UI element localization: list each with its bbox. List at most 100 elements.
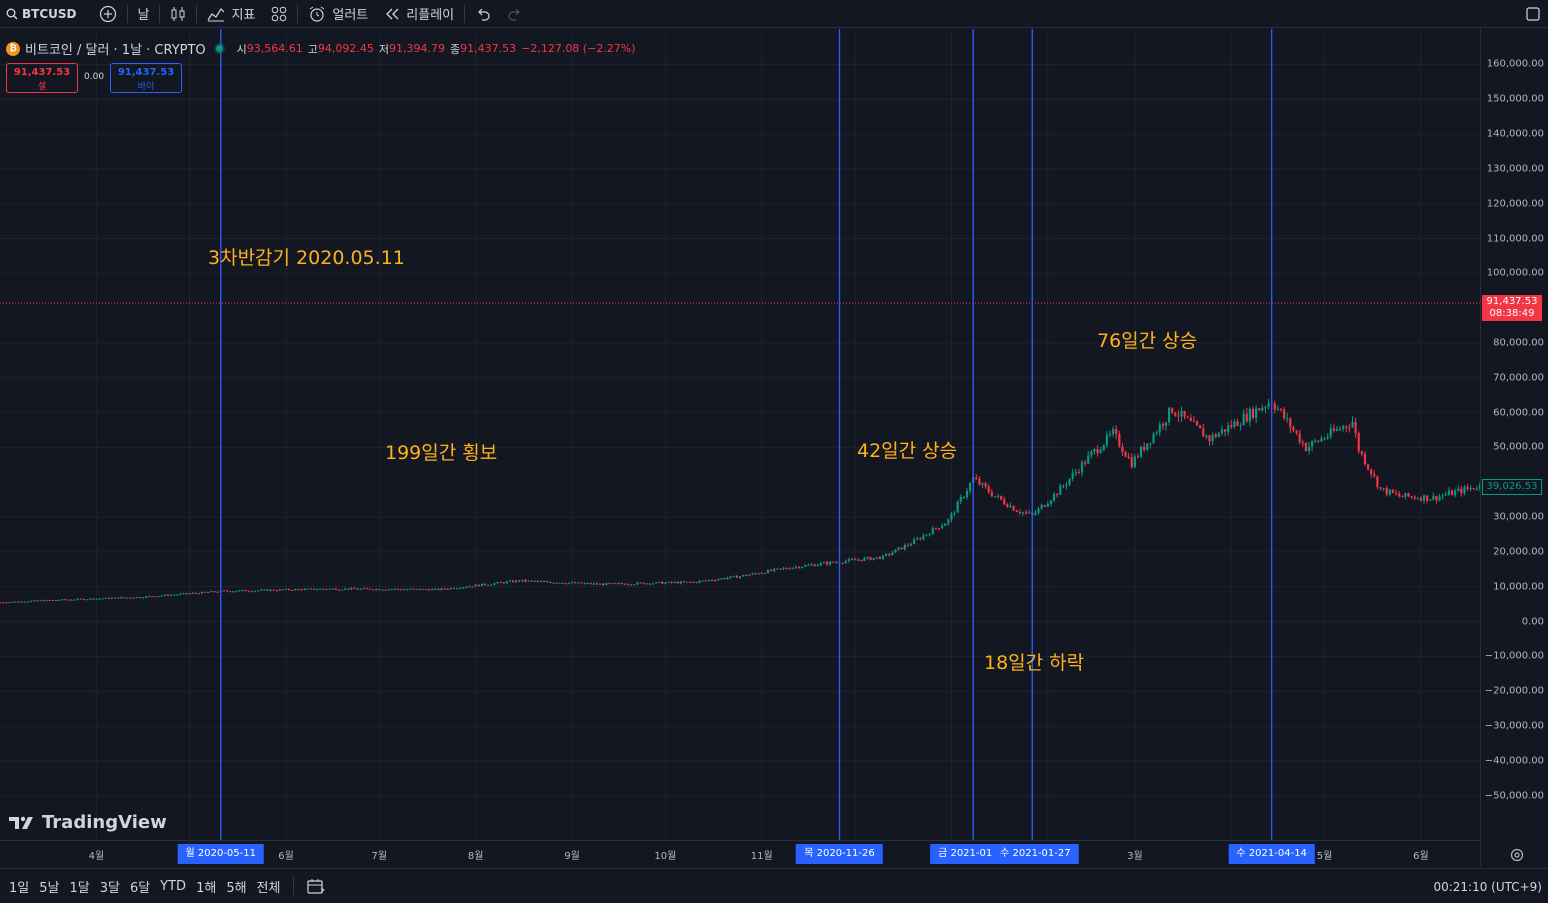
fall-18-days-annotation[interactable]: 18일간 하락 [984,652,1085,674]
redo-icon [507,7,523,21]
candle-body [30,600,33,602]
time-marker-badge: 목 2020-11-26 [796,844,883,864]
candle-body [1127,456,1130,458]
buy-label: 바이 [137,82,155,92]
candle-body [471,586,474,588]
range-5y-button[interactable]: 5해 [226,880,247,896]
candle-body [773,568,776,571]
candle-body [546,581,549,583]
candle-body [580,582,583,584]
replay-button[interactable]: 리플레이 [376,0,462,28]
candle-body [791,567,794,569]
alerts-button[interactable]: 얼러트 [300,0,376,28]
candle-body [847,559,850,562]
search-icon [6,8,18,20]
range-5d-button[interactable]: 5날 [39,880,60,896]
time-tick-label: 6월 [1413,851,1429,862]
candle-body [965,490,969,497]
sell-button[interactable]: 91,437.53 셀 [6,63,78,93]
rise-76-days-annotation[interactable]: 76일간 상승 [1097,330,1198,352]
candle-body [1398,493,1401,497]
candle-body [686,581,689,583]
candle-body [937,528,941,530]
candle-body [1136,456,1140,458]
candle-body [841,562,844,564]
candle-body [1264,407,1267,409]
candle-body [1096,449,1099,454]
candle-body [33,600,36,602]
interval-label: 날 [137,8,150,23]
candle-body [297,589,300,591]
templates-button[interactable] [263,0,295,28]
price-tick-label: 130,000.00 [1486,163,1544,175]
candle-body [1012,505,1015,511]
price-tick-label: 120,000.00 [1486,198,1544,210]
candle-body [1307,446,1311,451]
spread-value: 0.00 [84,72,105,82]
candle-body [1407,493,1410,497]
candle-body [188,593,191,595]
candle-body [1133,456,1136,468]
candle-body [0,602,2,604]
range-3m-button[interactable]: 3달 [99,880,120,896]
range-ytd-button[interactable]: YTD [160,878,187,894]
candle-body [1087,455,1090,464]
open-key: 시 [236,42,247,56]
chart-settings-button[interactable] [1510,847,1524,866]
candle-body [322,588,325,590]
candle-body [79,598,82,600]
go-to-date-button[interactable] [302,869,330,903]
candle-body [1382,488,1385,490]
time-tick-label: 4월 [88,851,105,862]
candle-body [393,588,396,590]
candle-body [300,589,303,591]
bar-countdown: 08:38:49 [1489,308,1535,320]
candle-body [651,583,655,585]
range-6m-button[interactable]: 6달 [129,880,151,896]
compare-symbol-button[interactable] [91,0,125,28]
chart-type-button[interactable] [162,0,194,28]
range-all-button[interactable]: 전체 [256,880,281,896]
candle-body [614,583,617,585]
candle-body [1360,451,1363,454]
undo-button[interactable] [467,0,499,28]
fullscreen-button[interactable] [1518,0,1548,28]
symbol-title[interactable]: 비트코인 / 달러 · 1날 · CRYPTO [25,43,206,58]
redo-button[interactable] [499,0,531,28]
candle-body [760,573,763,575]
candle-body [567,582,571,584]
sideways-annotation[interactable]: 199일간 횡보 [385,442,498,464]
price-tick-label: 30,000.00 [1493,511,1544,523]
candle-body [589,583,592,585]
symbol-search-button[interactable]: BTCUSD [0,0,91,28]
price-axis[interactable]: 160,000.00 150,000.00 140,000.00 130,000.00… [1480,29,1548,866]
toolbar-divider [297,4,299,23]
candle-body [1472,487,1475,490]
time-tick-label: 9월 [564,851,580,862]
timezone-clock[interactable]: 00:21:10 (UTC+9) [1433,879,1542,894]
candle-body [148,596,151,598]
halving-annotation[interactable]: 3차반감기 2020.05.11 [208,247,405,269]
candle-body [1171,407,1174,413]
candle-body [968,482,972,491]
candle-body [132,597,135,599]
chart-pane[interactable] [0,29,1480,866]
candle-body [1410,496,1413,498]
candle-body [916,538,919,540]
tradingview-logo[interactable]: TradingView [8,812,167,833]
candle-body [316,589,319,591]
rise-42-days-annotation[interactable]: 42일간 상승 [857,440,958,462]
candle-body [191,592,194,594]
candle-body [375,589,378,591]
price-chart[interactable] [0,29,1480,840]
indicators-button[interactable]: 지표 [199,0,263,28]
candle-body [42,600,45,602]
range-1d-button[interactable]: 1일 [9,880,30,896]
buy-button[interactable]: 91,437.53 바이 [110,63,182,93]
time-axis[interactable]: 4월6월7월8월9월10월11월3월45월6월월 2020-05-11목 202… [0,840,1480,866]
candle-body [288,588,291,590]
range-1m-button[interactable]: 1달 [69,880,90,896]
candle-body [857,559,860,561]
range-1y-button[interactable]: 1해 [196,880,217,896]
interval-button[interactable]: 날 [130,0,158,28]
